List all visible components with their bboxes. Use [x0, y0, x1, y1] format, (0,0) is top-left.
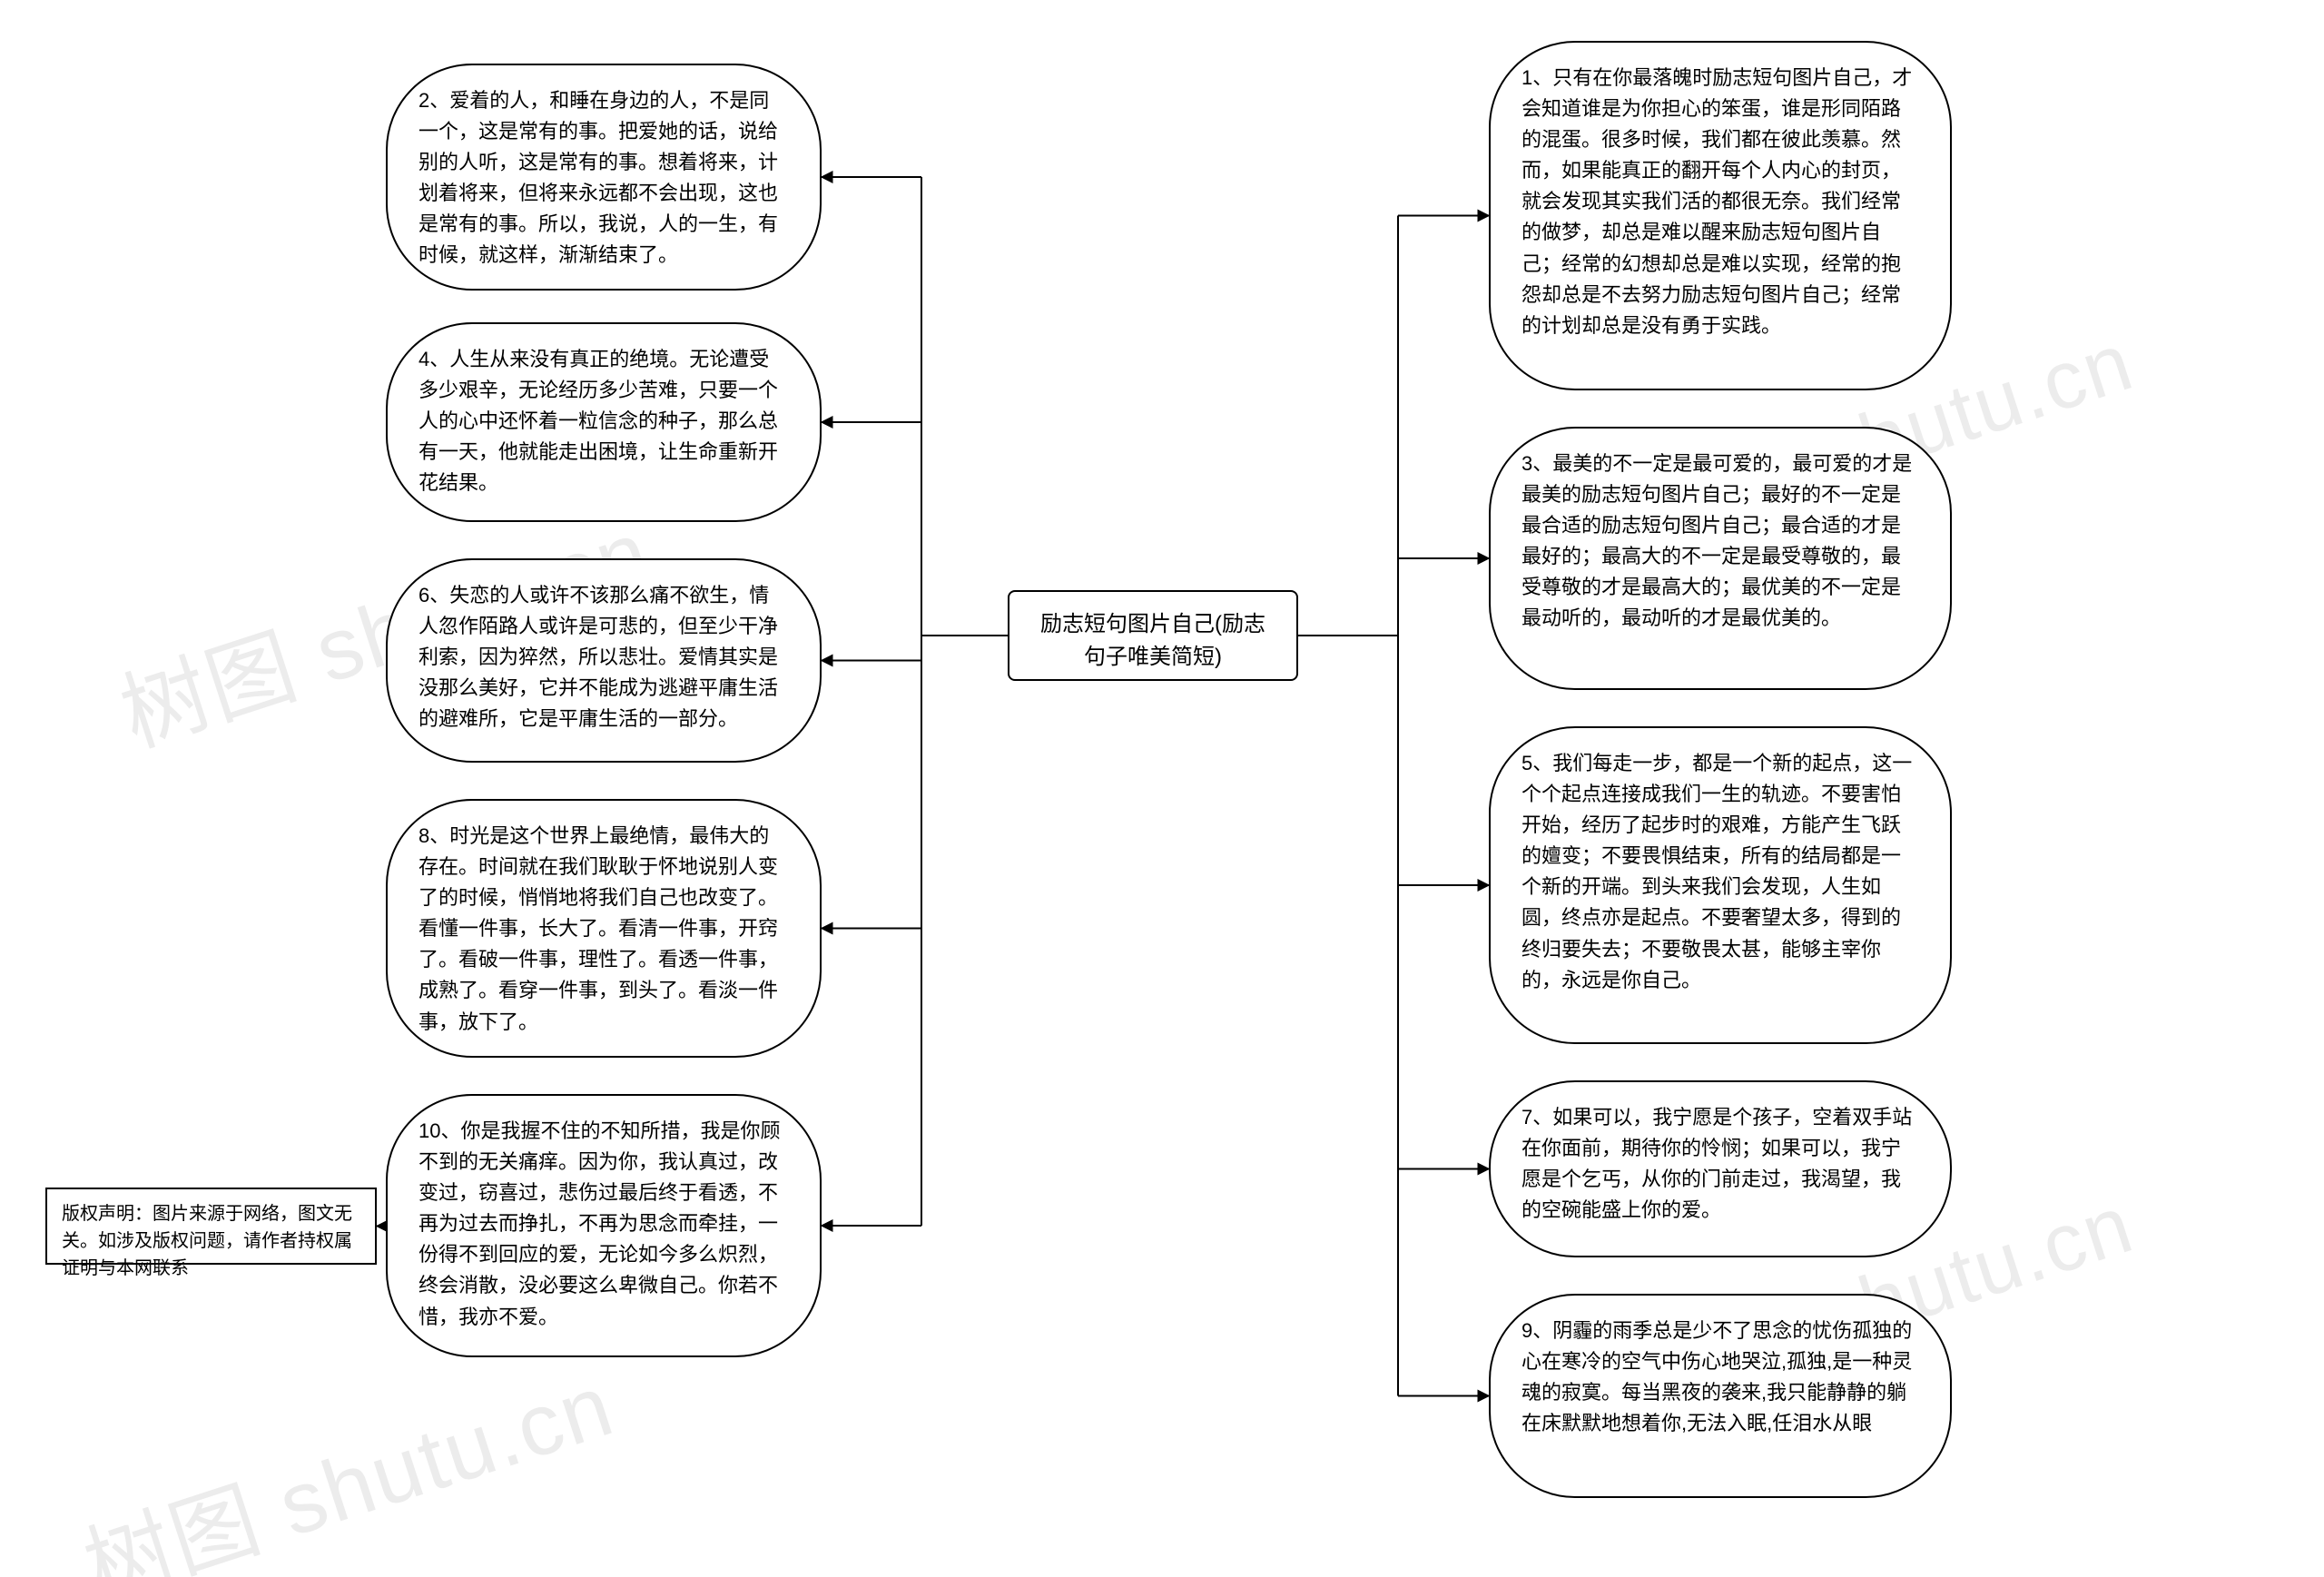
left-node-5: 10、你是我握不住的不知所措，我是你顾不到的无关痛痒。因为你，我认真过，改变过，… — [386, 1094, 822, 1357]
left-node-4: 8、时光是这个世界上最绝情，最伟大的存在。时间就在我们耿耿于怀地说别人变了的时候… — [386, 799, 822, 1058]
connector-layer — [0, 0, 2324, 1577]
right-node-5: 9、阴霾的雨季总是少不了思念的忧伤孤独的心在寒冷的空气中伤心地哭泣,孤独,是一种… — [1489, 1294, 1952, 1498]
left-node-2: 4、人生从来没有真正的绝境。无论遭受多少艰辛，无论经历多少苦难，只要一个人的心中… — [386, 322, 822, 522]
right-node-2: 3、最美的不一定是最可爱的，最可爱的才是最美的励志短句图片自己；最好的不一定是最… — [1489, 427, 1952, 690]
right-node-1: 1、只有在你最落魄时励志短句图片自己，才会知道谁是为你担心的笨蛋，谁是形同陌路的… — [1489, 41, 1952, 390]
mindmap-canvas: 树图 shutu.cn树图 shutu.cn树图 shutu.cn树图 shut… — [0, 0, 2324, 1577]
left-node-1: 2、爱着的人，和睡在身边的人，不是同一个，这是常有的事。把爱她的话，说给别的人听… — [386, 64, 822, 291]
right-node-4: 7、如果可以，我宁愿是个孩子，空着双手站在你面前，期待你的怜悯；如果可以，我宁愿… — [1489, 1080, 1952, 1257]
left-node-3: 6、失恋的人或许不该那么痛不欲生，情人忽作陌路人或许是可悲的，但至少干净利索，因… — [386, 558, 822, 763]
watermark: 树图 shutu.cn — [66, 1335, 626, 1577]
copyright-footnote: 版权声明：图片来源于网络，图文无关。如涉及版权问题，请作者持权属证明与本网联系 — [45, 1188, 377, 1265]
right-node-3: 5、我们每走一步，都是一个新的起点，这一个个起点连接成我们一生的轨迹。不要害怕开… — [1489, 726, 1952, 1044]
center-node: 励志短句图片自己(励志句子唯美简短) — [1008, 590, 1298, 681]
